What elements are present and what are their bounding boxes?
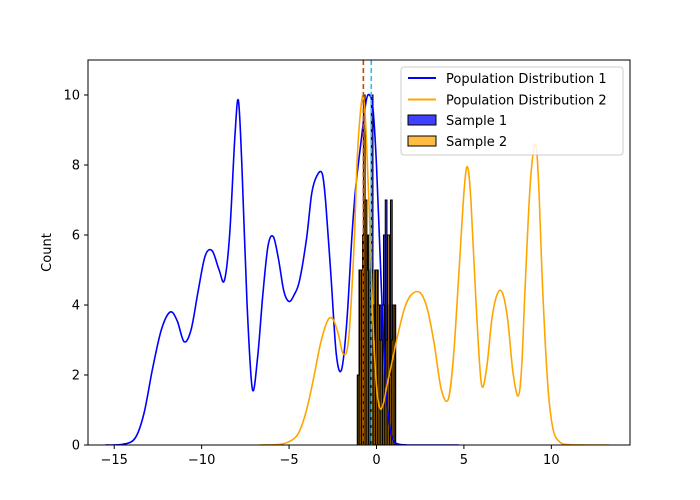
x-tick-label: 0 (372, 453, 380, 468)
y-tick-label: 6 (72, 229, 80, 244)
y-tick-label: 0 (72, 439, 80, 454)
y-axis-label: Count (40, 233, 55, 272)
legend-patch-sample-1 (407, 114, 437, 126)
y-tick-label: 2 (72, 369, 80, 384)
legend-box (400, 66, 624, 156)
bar-sample-2-17 (387, 234, 391, 445)
line-population-distribution-1 (105, 93, 459, 445)
x-tick-label: −5 (279, 453, 298, 468)
y-axis-ticks: 0 2 4 6 8 10 (63, 89, 88, 454)
legend-label-population-2: Population Distribution 2 (446, 94, 607, 109)
y-tick-label: 4 (72, 299, 80, 314)
legend-label-population-1: Population Distribution 1 (446, 72, 607, 87)
x-tick-label: 10 (543, 453, 560, 468)
line-population-distribution-2 (259, 94, 610, 445)
legend-label-sample-2: Sample 2 (446, 135, 507, 150)
bar-sample-2-20 (392, 304, 396, 445)
x-tick-label: 5 (460, 453, 468, 468)
axes-frame (87, 59, 631, 446)
y-tick-label: 10 (63, 89, 80, 104)
distribution-lines (105, 93, 610, 445)
x-tick-label: −10 (188, 453, 215, 468)
legend-patch-sample-2 (407, 135, 437, 147)
mean-lines (362, 60, 373, 445)
legend: Population Distribution 1 Population Dis… (400, 66, 624, 156)
legend-label-sample-1: Sample 1 (446, 114, 507, 129)
y-tick-label: 8 (72, 159, 80, 174)
x-tick-label: −15 (101, 453, 128, 468)
x-axis-ticks: −15 −10 −5 0 5 10 (101, 445, 560, 468)
